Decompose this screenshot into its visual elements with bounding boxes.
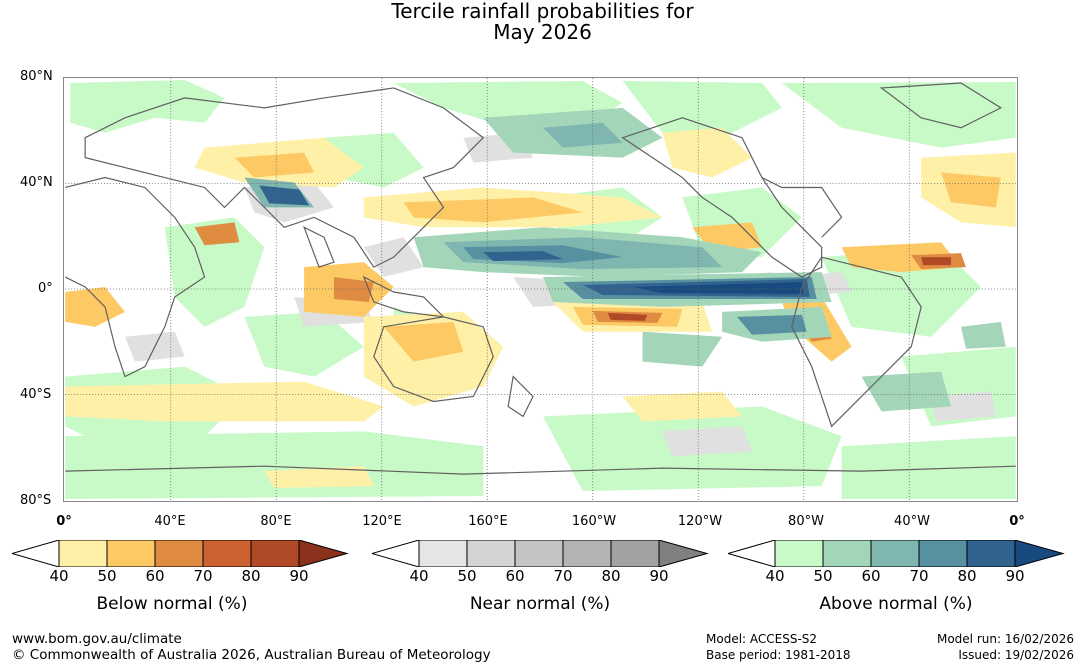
footer-issued: Issued: 19/02/2026 bbox=[958, 648, 1074, 662]
legend-above-swatch-60-70 bbox=[870, 540, 920, 567]
legend-near-swatch-70-80 bbox=[562, 540, 612, 567]
legend-above-normal: 40 50 60 70 80 90 Above normal (%) bbox=[728, 540, 1068, 614]
legend-near-tick: 80 bbox=[601, 567, 621, 585]
legend-below-tick: 70 bbox=[193, 567, 213, 585]
legend-above-title: Above normal (%) bbox=[819, 594, 973, 614]
legend-below-normal: 40 50 60 70 80 90 Below normal (%) bbox=[12, 540, 352, 614]
above-normal-light-areas bbox=[65, 79, 1016, 500]
map-title-line-2: May 2026 bbox=[493, 20, 592, 44]
legend-below-normal-colorbar bbox=[12, 540, 349, 567]
map-title-line-1: Tercile rainfall probabilities for bbox=[391, 0, 694, 23]
legend-near-title: Near normal (%) bbox=[469, 594, 611, 614]
footer-base-period: Base period: 1981-2018 bbox=[706, 648, 851, 662]
legend-above-tick: 50 bbox=[813, 567, 833, 585]
legend-above-swatch-80-90 bbox=[966, 540, 1016, 567]
lon-label-0-east: 0° bbox=[1009, 514, 1025, 529]
legend-near-swatch-50-60 bbox=[466, 540, 516, 567]
legend-above-arrow-left bbox=[728, 540, 776, 567]
legend-above-arrow-right bbox=[1014, 540, 1065, 567]
legend-above-tick: 70 bbox=[909, 567, 929, 585]
footer-copyright: © Commonwealth of Australia 2026, Austra… bbox=[12, 647, 491, 663]
legend-above-swatch-40-50 bbox=[774, 540, 824, 567]
lat-label-40s: 40°S bbox=[20, 387, 52, 402]
legend-below-swatch-50-60 bbox=[106, 540, 156, 567]
legend-below-tick: 40 bbox=[49, 567, 69, 585]
legend-below-swatch-60-70 bbox=[154, 540, 204, 567]
legend-below-tick: 90 bbox=[289, 567, 309, 585]
lon-label-0-west: 0° bbox=[56, 514, 72, 529]
footer-model: Model: ACCESS-S2 bbox=[706, 632, 818, 646]
lon-label-40e: 40°E bbox=[154, 514, 186, 529]
legend-near-arrow-right bbox=[658, 540, 709, 567]
legend-below-title: Below normal (%) bbox=[96, 594, 248, 614]
legend-below-tick: 80 bbox=[241, 567, 261, 585]
legend-above-normal-colorbar bbox=[728, 540, 1065, 567]
legend-below-tick: 50 bbox=[97, 567, 117, 585]
legend-near-tick: 70 bbox=[553, 567, 573, 585]
legend-below-tick: 60 bbox=[145, 567, 165, 585]
legend-near-normal: 40 50 60 70 80 90 Near normal (%) bbox=[372, 540, 712, 614]
legend-below-swatch-80-90 bbox=[250, 540, 300, 567]
legend-near-swatch-40-50 bbox=[418, 540, 468, 567]
legend-above-tick: 90 bbox=[1005, 567, 1025, 585]
legend-above-tick: 60 bbox=[861, 567, 881, 585]
legend-above-tick: 80 bbox=[957, 567, 977, 585]
lon-label-160e: 160°E bbox=[468, 514, 508, 529]
legend-near-tick: 90 bbox=[649, 567, 669, 585]
lat-label-40n: 40°N bbox=[20, 175, 53, 190]
lon-label-120w: 120°W bbox=[677, 514, 723, 529]
legend-near-swatch-80-90 bbox=[610, 540, 660, 567]
legend-near-swatch-60-70 bbox=[514, 540, 564, 567]
legend-near-tick: 60 bbox=[505, 567, 525, 585]
legend-above-tick: 40 bbox=[765, 567, 785, 585]
lon-label-160w: 160°W bbox=[571, 514, 617, 529]
legend-below-swatch-70-80 bbox=[202, 540, 252, 567]
rainfall-probability-map bbox=[63, 77, 1018, 502]
above-normal-strong-areas bbox=[244, 107, 1006, 412]
lon-label-80w: 80°W bbox=[788, 514, 824, 529]
legend-near-tick: 50 bbox=[457, 567, 477, 585]
lat-label-80n: 80°N bbox=[20, 69, 53, 84]
lon-label-40w: 40°W bbox=[894, 514, 930, 529]
lon-label-120e: 120°E bbox=[362, 514, 402, 529]
legend-below-arrow-left bbox=[12, 540, 60, 567]
lat-label-equator: 0° bbox=[38, 281, 53, 296]
lon-label-80e: 80°E bbox=[260, 514, 292, 529]
coastlines bbox=[64, 82, 1016, 475]
legend-below-arrow-right bbox=[298, 540, 349, 567]
legend-near-arrow-left bbox=[372, 540, 420, 567]
lat-label-80s: 80°S bbox=[20, 493, 52, 508]
legend-near-normal-colorbar bbox=[372, 540, 709, 567]
legend-above-swatch-50-60 bbox=[822, 540, 872, 567]
legend-above-swatch-70-80 bbox=[918, 540, 968, 567]
graticule bbox=[65, 78, 1016, 501]
legend-near-tick: 40 bbox=[409, 567, 429, 585]
footer-model-run: Model run: 16/02/2026 bbox=[936, 632, 1074, 646]
legend-below-swatch-40-50 bbox=[58, 540, 108, 567]
footer-website-link[interactable]: www.bom.gov.au/climate bbox=[12, 631, 182, 647]
